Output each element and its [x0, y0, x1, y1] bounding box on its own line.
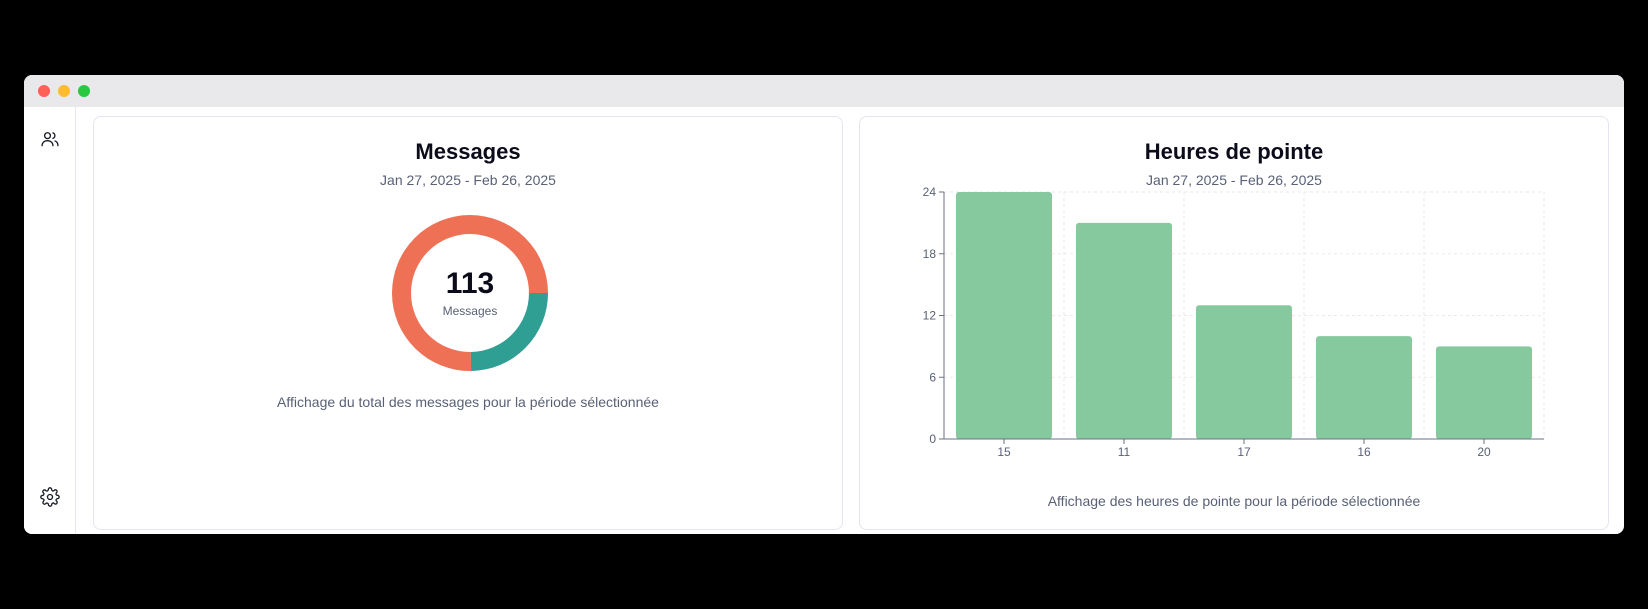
messages-card-footer: Affichage du total des messages pour la … [277, 394, 659, 410]
close-window-button[interactable] [38, 85, 50, 97]
messages-total-label: Messages [442, 304, 498, 318]
peak-hours-card: Heures de pointe Jan 27, 2025 - Feb 26, … [859, 116, 1609, 530]
x-tick-label: 11 [1118, 445, 1131, 459]
messages-donut-chart: 113 Messages [388, 211, 552, 375]
y-tick-label: 12 [923, 309, 937, 323]
gear-icon[interactable] [40, 487, 60, 507]
y-tick-label: 24 [923, 185, 937, 199]
donut-slice[interactable] [470, 293, 548, 371]
x-tick-label: 17 [1237, 445, 1251, 459]
bar[interactable] [1196, 305, 1292, 439]
peak-hours-date-range: Jan 27, 2025 - Feb 26, 2025 [1146, 172, 1322, 188]
bar[interactable] [1436, 346, 1532, 439]
x-tick-label: 20 [1477, 445, 1491, 459]
peak-hours-card-title: Heures de pointe [1144, 139, 1324, 164]
x-tick-label: 15 [997, 445, 1011, 459]
messages-card: Messages Jan 27, 2025 - Feb 26, 2025 113… [93, 116, 843, 530]
y-tick-label: 6 [929, 370, 936, 384]
messages-date-range: Jan 27, 2025 - Feb 26, 2025 [380, 172, 556, 188]
y-tick-label: 0 [929, 432, 936, 446]
peak-hours-card-footer: Affichage des heures de pointe pour la p… [1047, 493, 1421, 509]
messages-total-value: 113 [445, 267, 495, 300]
maximize-window-button[interactable] [78, 85, 90, 97]
users-icon[interactable] [40, 129, 60, 149]
x-tick-label: 16 [1357, 445, 1371, 459]
messages-card-title: Messages [415, 139, 521, 164]
y-tick-label: 18 [923, 247, 937, 261]
donut-center: 113 Messages [388, 211, 552, 375]
minimize-window-button[interactable] [58, 85, 70, 97]
bar[interactable] [1316, 336, 1412, 439]
bar[interactable] [956, 192, 1052, 439]
sidebar [24, 107, 76, 534]
bar[interactable] [1076, 222, 1172, 439]
app-window: Messages Jan 27, 2025 - Feb 26, 2025 113… [24, 75, 1624, 534]
donut-svg [392, 215, 548, 371]
title-bar [24, 75, 1624, 107]
peak-hours-bar-chart: 0 6 12 18 24 15 11 17 16 20 [923, 185, 1545, 459]
